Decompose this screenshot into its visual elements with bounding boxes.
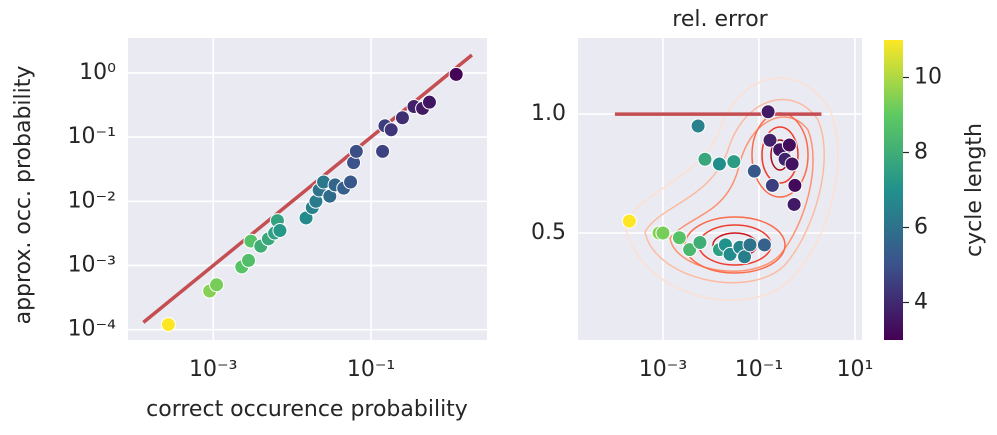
y-tick-label: 10⁻³ <box>68 252 116 277</box>
scatter-point <box>209 277 225 293</box>
scatter-point <box>692 235 708 251</box>
scatter-point <box>786 196 802 212</box>
density-contour <box>761 126 799 184</box>
scatter-point <box>621 213 637 229</box>
scatter-point <box>421 94 437 110</box>
x-tick-label: 10⁻³ <box>189 357 237 382</box>
scatter-point <box>272 223 288 239</box>
scatter-point <box>697 151 713 167</box>
scatter-point <box>711 156 727 172</box>
scatter-point <box>746 163 762 179</box>
scatter-point <box>784 156 800 172</box>
y-axis-label: approx. occ. probability <box>11 66 36 325</box>
scatter-point <box>756 237 772 253</box>
scatter-point <box>764 177 780 193</box>
colorbar-tick-label: 10 <box>914 65 942 90</box>
scatter-point <box>742 237 758 253</box>
colorbar-tick-label: 8 <box>914 140 928 165</box>
colorbar <box>884 40 903 340</box>
scatter-point <box>781 137 797 153</box>
scatter-point <box>394 110 410 126</box>
colorbar-tick-label: 6 <box>914 215 928 240</box>
y-tick-label: 10⁻² <box>68 188 116 213</box>
scatter-point <box>671 230 687 246</box>
scatter-point <box>682 242 698 258</box>
scatter-point <box>343 174 359 190</box>
scatter-point <box>241 252 257 268</box>
density-contour <box>644 98 825 284</box>
y-tick-label: 10⁻⁴ <box>68 317 117 342</box>
scatter-point <box>383 122 399 138</box>
x-tick-label: 10¹ <box>837 357 874 382</box>
density-contour <box>669 116 814 272</box>
y-tick-label: 1.0 <box>531 101 566 126</box>
x-tick-label: 10⁻¹ <box>347 357 395 382</box>
scatter-point <box>760 104 776 120</box>
scatter-point <box>690 118 706 134</box>
colorbar-label: cycle length <box>962 123 987 257</box>
colorbar-tick-label: 4 <box>914 290 928 315</box>
y-tick-label: 0.5 <box>531 220 566 245</box>
scatter-point <box>787 177 803 193</box>
reference-line <box>142 53 474 324</box>
scatter-point <box>726 154 742 170</box>
x-tick-label: 10⁻³ <box>639 357 687 382</box>
scatter-point <box>762 132 778 148</box>
scatter-point <box>375 143 391 159</box>
scatter-point <box>448 66 464 82</box>
x-tick-label: 10⁻¹ <box>735 357 783 382</box>
scatter-point <box>160 317 176 333</box>
y-tick-label: 10⁰ <box>79 60 116 85</box>
x-axis-label: correct occurence probability <box>146 397 468 422</box>
scatter-point <box>655 225 671 241</box>
scatter-point <box>348 143 364 159</box>
y-tick-label: 10⁻¹ <box>68 124 116 149</box>
chart-title: rel. error <box>672 7 768 32</box>
right-axes <box>578 38 862 340</box>
